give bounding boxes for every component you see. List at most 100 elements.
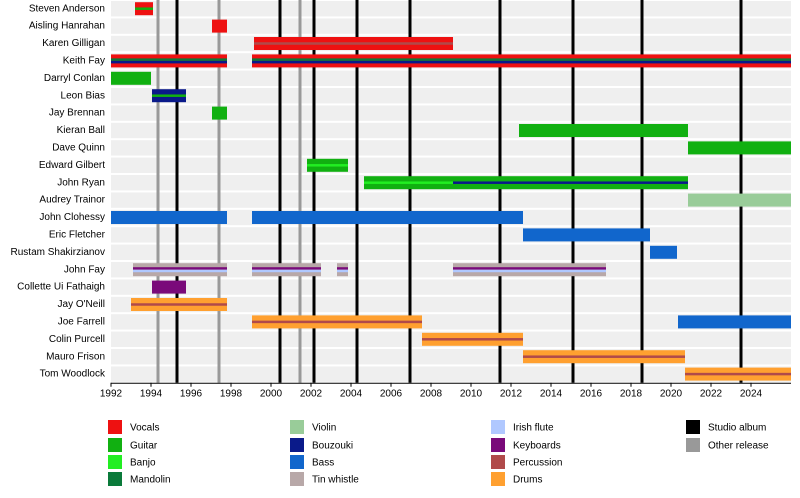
legend-label: Percussion bbox=[513, 458, 562, 469]
role-stripe bbox=[453, 269, 606, 273]
role-stripe bbox=[422, 338, 523, 341]
x-tick-label: 2016 bbox=[580, 388, 603, 399]
row-background bbox=[111, 88, 791, 104]
x-tick-label: 2024 bbox=[740, 388, 763, 399]
member-name: Dave Quinn bbox=[52, 143, 105, 154]
x-tick-label: 2008 bbox=[420, 388, 443, 399]
legend-label: Tin whistle bbox=[312, 475, 359, 486]
x-tick-label: 2022 bbox=[700, 388, 723, 399]
legend-swatch bbox=[686, 438, 700, 452]
role-stripe bbox=[111, 58, 227, 61]
role-stripe bbox=[254, 42, 453, 45]
legend-label: Violin bbox=[312, 423, 336, 434]
member-name: John Fay bbox=[64, 264, 105, 275]
role-stripe bbox=[252, 269, 321, 273]
role-stripe bbox=[252, 60, 791, 64]
member-bar bbox=[519, 124, 688, 137]
legend-label: Mandolin bbox=[130, 475, 171, 486]
member-bar bbox=[212, 106, 227, 120]
legend-swatch bbox=[290, 438, 304, 452]
member-bar bbox=[523, 228, 650, 242]
x-tick-label: 2004 bbox=[340, 388, 363, 399]
member-name: Audrey Trainor bbox=[39, 195, 105, 206]
x-tick-label: 2002 bbox=[300, 388, 323, 399]
legend-label: Drums bbox=[513, 475, 542, 486]
row-background bbox=[111, 1, 791, 17]
role-stripe bbox=[133, 267, 227, 270]
row-background bbox=[111, 227, 791, 243]
legend-swatch bbox=[108, 438, 122, 452]
role-stripe bbox=[453, 267, 606, 270]
legend-swatch bbox=[290, 472, 304, 486]
role-stripe bbox=[337, 267, 348, 270]
member-name: Steven Anderson bbox=[29, 3, 105, 14]
member-name: Darryl Conlan bbox=[44, 73, 105, 84]
legend-swatch bbox=[491, 472, 505, 486]
x-tick-label: 2012 bbox=[500, 388, 523, 399]
legend-label: Vocals bbox=[130, 423, 159, 434]
role-stripe bbox=[135, 7, 153, 10]
x-tick-label: 2000 bbox=[260, 388, 283, 399]
role-stripe bbox=[252, 320, 422, 324]
row-background bbox=[111, 157, 791, 173]
legend-label: Guitar bbox=[130, 441, 158, 452]
member-name: John Ryan bbox=[57, 177, 105, 188]
role-stripe bbox=[252, 267, 321, 270]
role-stripe bbox=[152, 94, 186, 97]
legend-label: Other release bbox=[708, 441, 769, 452]
member-bar bbox=[688, 193, 791, 207]
row-background bbox=[111, 279, 791, 295]
role-stripe bbox=[523, 355, 685, 358]
member-name: Tom Woodlock bbox=[40, 369, 106, 380]
x-tick-label: 1994 bbox=[140, 388, 163, 399]
role-stripe bbox=[133, 269, 227, 273]
member-name: Jay Brennan bbox=[49, 108, 105, 119]
legend-label: Keyboards bbox=[513, 441, 561, 452]
member-name: John Clohessy bbox=[39, 212, 105, 223]
member-bar bbox=[650, 245, 677, 259]
member-name: Colin Purcell bbox=[49, 334, 105, 345]
legend-label: Bouzouki bbox=[312, 441, 353, 452]
member-bar bbox=[678, 315, 791, 329]
legend-swatch bbox=[686, 420, 700, 434]
x-tick-label: 2010 bbox=[460, 388, 483, 399]
row-background bbox=[111, 70, 791, 86]
x-tick-label: 1992 bbox=[100, 388, 123, 399]
member-name: Mauro Frison bbox=[46, 351, 105, 362]
role-stripe bbox=[111, 60, 227, 64]
legend-swatch bbox=[108, 472, 122, 486]
role-stripe bbox=[337, 269, 348, 273]
row-background bbox=[111, 349, 791, 365]
role-stripe bbox=[453, 181, 688, 184]
row-background bbox=[111, 122, 791, 139]
member-name: Edward Gilbert bbox=[39, 160, 105, 171]
legend-label: Banjo bbox=[130, 458, 156, 469]
role-stripe bbox=[364, 181, 453, 184]
member-name: Collette Ui Fathaigh bbox=[17, 282, 105, 293]
legend-swatch bbox=[290, 420, 304, 434]
role-stripe bbox=[252, 58, 791, 61]
legend-swatch bbox=[491, 438, 505, 452]
member-bar bbox=[688, 141, 791, 155]
x-tick-label: 2006 bbox=[380, 388, 403, 399]
member-name: Kieran Ball bbox=[57, 125, 105, 136]
x-tick-label: 2020 bbox=[660, 388, 683, 399]
role-stripe bbox=[685, 372, 791, 376]
member-name: Aisling Hanrahan bbox=[29, 21, 105, 32]
member-bar bbox=[212, 19, 227, 33]
member-name: Leon Bias bbox=[61, 90, 105, 101]
legend-label: Bass bbox=[312, 458, 334, 469]
x-tick-label: 1996 bbox=[180, 388, 203, 399]
role-stripe bbox=[307, 164, 348, 167]
legend-swatch bbox=[491, 455, 505, 469]
legend-swatch bbox=[108, 455, 122, 469]
member-name: Karen Gilligan bbox=[42, 38, 105, 49]
member-name: Eric Fletcher bbox=[49, 230, 106, 241]
member-name: Jay O'Neill bbox=[58, 299, 105, 310]
member-bar bbox=[252, 211, 523, 224]
member-bar bbox=[111, 211, 227, 224]
x-tick-label: 2018 bbox=[620, 388, 643, 399]
member-name: Keith Fay bbox=[63, 56, 105, 67]
role-stripe bbox=[131, 303, 227, 306]
